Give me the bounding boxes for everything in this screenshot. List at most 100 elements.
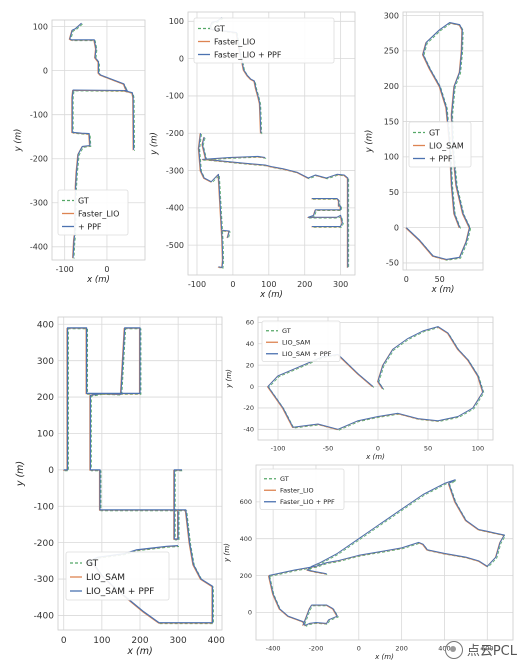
y-tick-label: -50 — [386, 259, 399, 268]
y-axis-label: y (m) — [149, 132, 159, 156]
x-axis-label: x (m) — [259, 290, 283, 300]
y-tick-label: -300 — [30, 199, 48, 208]
trajectory-line — [307, 198, 343, 228]
wechat-logo-icon — [444, 640, 463, 659]
subplot-5: -100 -50 0 50 100 60 40 20 0 -20 -40 x (m) y (m) GT LI… — [225, 305, 523, 461]
trajectory-line — [268, 327, 485, 431]
subplot-1: -100 0 100 0 -100 -200 -300 -400 x (m) y (m) GT Fas… — [0, 0, 150, 305]
x-tick-label: 200 — [131, 636, 148, 646]
legend-label: Faster_LIO — [280, 487, 314, 495]
chart-4-svg: 0 100 200 300 400 400 300 200 100 0 -100 -200 -300 -4… — [15, 316, 225, 657]
legend-label: + PPF — [78, 222, 102, 231]
trajectory-line — [202, 155, 266, 160]
trajectory-line — [268, 575, 338, 626]
y-tick-label: -200 — [30, 155, 48, 164]
trajectory-line — [267, 326, 484, 430]
plot-frame — [402, 11, 484, 271]
plot-frame — [257, 316, 494, 441]
y-tick-label: 100 — [37, 430, 54, 440]
y-tick-label: 100 — [169, 17, 184, 26]
legend-label: + PPF — [429, 154, 453, 163]
y-tick-label: -500 — [166, 241, 184, 250]
trajectory-line — [123, 90, 134, 151]
x-tick-label: 200 — [297, 280, 312, 289]
y-tick-label: -20 — [243, 404, 254, 412]
trajectory-line — [201, 136, 349, 268]
y-tick-label: 0 — [394, 223, 399, 232]
x-tick-label: 0 — [357, 645, 361, 653]
trajectory-line — [308, 199, 344, 228]
chart-6-svg: -400 -200 0 200 400 600 600 400 200 0 x (m) y (m) GT… — [223, 464, 514, 661]
trajectory-line — [406, 23, 472, 261]
trajectory-line — [199, 134, 225, 269]
x-tick-label: 100 — [261, 280, 276, 289]
trajectory-line — [267, 575, 338, 627]
x-tick-label: 100 — [93, 636, 110, 646]
legend-label: GT — [78, 196, 89, 205]
x-tick-label: 50 — [435, 275, 445, 284]
chart-5-svg: -100 -50 0 50 100 60 40 20 0 -20 -40 x (m) y (m) GT LI… — [225, 316, 494, 461]
y-axis-label: y (m) — [364, 130, 374, 154]
plot-frame — [51, 19, 146, 261]
trajectory-line — [123, 89, 135, 150]
y-tick-label: 100 — [33, 22, 48, 31]
chart-1-svg: -100 0 100 0 -100 -200 -300 -400 x (m) y (m) GT Fas… — [13, 19, 146, 285]
subplot-2: -100 0 100 200 300 100 0 -100 -200 -300 -400 -500 x … — [149, 0, 365, 305]
x-axis-label: x (m) — [126, 646, 152, 657]
plot-frame — [57, 316, 223, 631]
plot-frame — [187, 11, 356, 276]
y-tick-label: 60 — [246, 319, 254, 327]
y-axis-label: y (m) — [223, 543, 231, 563]
legend-box — [408, 121, 472, 168]
y-tick-label: -100 — [34, 502, 55, 512]
x-tick-label: -200 — [309, 645, 324, 653]
trajectory-line — [63, 327, 182, 540]
plot-frame — [255, 464, 514, 641]
y-tick-label: 0 — [250, 383, 254, 391]
legend-label: GT — [214, 24, 225, 33]
x-tick-label: 300 — [333, 280, 348, 289]
y-tick-label: -400 — [166, 204, 184, 213]
legend-label: LIO_SAM — [429, 141, 464, 150]
y-tick-label: 150 — [384, 117, 399, 126]
legend-box — [259, 468, 345, 510]
x-tick-label: -100 — [188, 280, 206, 289]
y-tick-label: -100 — [30, 110, 48, 119]
legend-label: LIO_SAM — [282, 339, 310, 347]
y-tick-label: 200 — [240, 572, 252, 580]
y-tick-label: -200 — [34, 539, 55, 549]
x-tick-label: -100 — [56, 265, 74, 274]
y-tick-label: 200 — [384, 82, 399, 91]
y-tick-label: 400 — [240, 535, 252, 543]
trajectory-line — [269, 576, 339, 627]
x-tick-label: 0 — [61, 636, 67, 646]
y-tick-label: 400 — [37, 320, 54, 330]
x-tick-label: 300 — [170, 636, 187, 646]
y-tick-label: 0 — [179, 54, 184, 63]
legend-label: GT — [429, 128, 440, 137]
y-tick-label: -100 — [166, 92, 184, 101]
x-tick-label: 400 — [208, 636, 225, 646]
y-axis-label: y (m) — [15, 461, 26, 487]
watermark-text: 点云PCL — [466, 644, 517, 659]
x-axis-label: x (m) — [86, 275, 110, 285]
y-tick-label: -40 — [243, 426, 254, 434]
legend-label: LIO_SAM + PPF — [282, 350, 332, 358]
trajectory-line — [307, 198, 343, 227]
trajectory-line — [198, 133, 224, 268]
y-tick-label: -400 — [34, 612, 55, 622]
x-tick-label: 200 — [395, 645, 407, 653]
legend-box — [261, 320, 341, 362]
x-tick-label: -100 — [271, 445, 286, 453]
y-tick-label: 0 — [48, 466, 54, 476]
y-tick-label: -300 — [34, 575, 55, 585]
trajectory-line — [124, 90, 135, 151]
y-tick-label: 50 — [389, 188, 399, 197]
x-tick-label: -50 — [323, 445, 334, 453]
x-axis-label: x (m) — [431, 285, 455, 295]
trajectory-line — [222, 229, 230, 238]
y-tick-label: 600 — [240, 498, 252, 506]
legend-box — [65, 551, 170, 601]
y-tick-label: -200 — [166, 129, 184, 138]
subplot-6: -400 -200 0 200 400 600 600 400 200 0 x (m) y (m) GT… — [223, 460, 523, 661]
